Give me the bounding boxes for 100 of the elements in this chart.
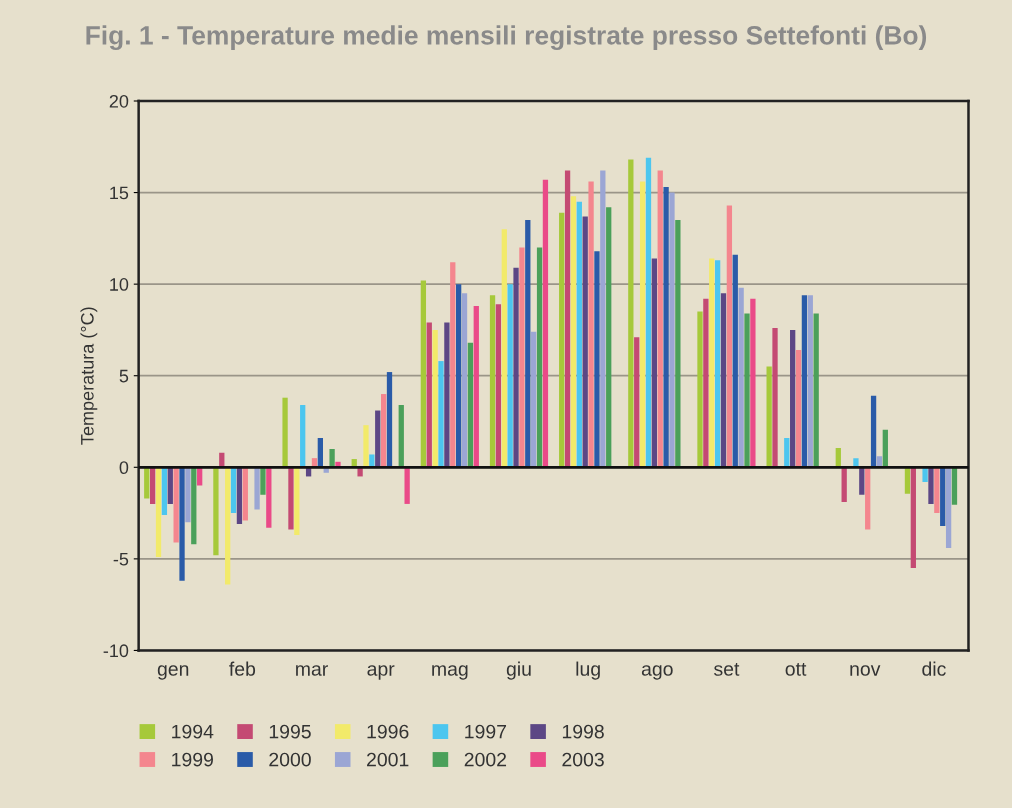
legend-label: 1996 xyxy=(367,724,409,739)
bar xyxy=(940,467,946,526)
bar xyxy=(420,280,427,468)
bar xyxy=(766,366,772,468)
bar xyxy=(669,192,675,468)
bar xyxy=(657,170,663,468)
bar xyxy=(651,258,657,468)
bar xyxy=(191,467,197,545)
bar xyxy=(426,322,432,468)
bar xyxy=(559,212,565,468)
x-tick-label: nov xyxy=(850,665,881,676)
bar xyxy=(576,201,582,468)
x-tick-label: feb xyxy=(229,661,256,676)
bar xyxy=(507,284,513,468)
chart-title: Fig. 1 - Temperature medie mensili registrate presso Settefonti (Bo) xyxy=(86,25,927,51)
bar xyxy=(398,405,404,468)
bar xyxy=(404,467,410,504)
bar xyxy=(813,313,819,468)
bar xyxy=(473,306,479,468)
y-tick-label: -5 xyxy=(113,552,129,566)
y-axis-title: Temperatura (°C) xyxy=(80,307,98,445)
y-tick-label: 0 xyxy=(119,461,129,475)
legend-label: 2000 xyxy=(269,752,311,767)
bar xyxy=(461,293,468,468)
bar xyxy=(807,295,813,468)
legend-label: 1999 xyxy=(172,752,213,767)
bar xyxy=(801,295,808,468)
bar xyxy=(456,284,462,468)
bar xyxy=(266,467,272,528)
legend-label: 2001 xyxy=(367,752,409,767)
bar xyxy=(663,187,669,468)
bar xyxy=(167,467,173,504)
y-tick-label: 20 xyxy=(109,94,129,108)
bar xyxy=(173,467,179,543)
bar xyxy=(242,467,248,521)
legend-label: 2002 xyxy=(464,752,507,767)
bar xyxy=(531,331,537,468)
bar xyxy=(859,467,865,495)
bar xyxy=(375,410,381,468)
bar xyxy=(865,467,871,530)
bar xyxy=(697,311,703,468)
x-tick-label: dic xyxy=(922,661,946,676)
bar xyxy=(513,267,519,468)
bar xyxy=(519,247,525,468)
bar xyxy=(363,425,369,468)
y-tick-label: 10 xyxy=(110,278,129,291)
legend-label: 1998 xyxy=(562,724,604,739)
bar xyxy=(645,157,652,468)
bar xyxy=(294,467,300,536)
bar xyxy=(709,258,715,468)
bar xyxy=(300,405,306,468)
bar xyxy=(726,205,733,468)
bar xyxy=(329,448,335,468)
bar xyxy=(225,467,231,585)
legend-label: 1995 xyxy=(269,724,311,739)
bar xyxy=(185,467,191,523)
bar xyxy=(380,394,387,468)
bar xyxy=(450,262,456,468)
bar xyxy=(570,196,577,468)
x-tick-label: mag xyxy=(432,665,468,680)
bar xyxy=(495,304,502,468)
bar xyxy=(213,467,219,556)
bar xyxy=(564,170,571,468)
bar xyxy=(628,159,634,468)
y-tick-label: 5 xyxy=(119,369,129,383)
bar xyxy=(714,260,721,468)
bar xyxy=(841,467,847,503)
bar xyxy=(772,328,778,468)
bar xyxy=(432,329,438,468)
bar xyxy=(467,342,474,468)
bar xyxy=(951,467,958,505)
bar xyxy=(501,229,507,468)
bar xyxy=(744,313,750,468)
bar xyxy=(928,467,934,504)
bar xyxy=(282,397,288,468)
x-tick-label: apr xyxy=(367,665,395,680)
bar xyxy=(236,467,243,525)
bar xyxy=(606,207,612,468)
legend-label: 2003 xyxy=(562,752,604,767)
bar xyxy=(738,287,744,468)
x-tick-label: ott xyxy=(785,663,807,676)
bar xyxy=(582,216,588,468)
bar xyxy=(542,179,549,468)
bar xyxy=(634,337,640,468)
x-tick-label: set xyxy=(714,663,740,676)
y-tick-label: 15 xyxy=(110,186,129,200)
bar xyxy=(600,170,606,468)
bar xyxy=(369,454,375,468)
bar xyxy=(588,181,594,468)
bar xyxy=(489,295,496,468)
bar xyxy=(882,429,888,468)
legend-label: 1994 xyxy=(172,724,214,739)
bar xyxy=(260,467,266,495)
bar xyxy=(444,322,450,468)
bar xyxy=(732,254,738,468)
bar xyxy=(934,467,940,514)
bar xyxy=(720,293,727,468)
bar xyxy=(438,361,444,468)
bar xyxy=(317,437,323,468)
bar xyxy=(945,467,952,548)
